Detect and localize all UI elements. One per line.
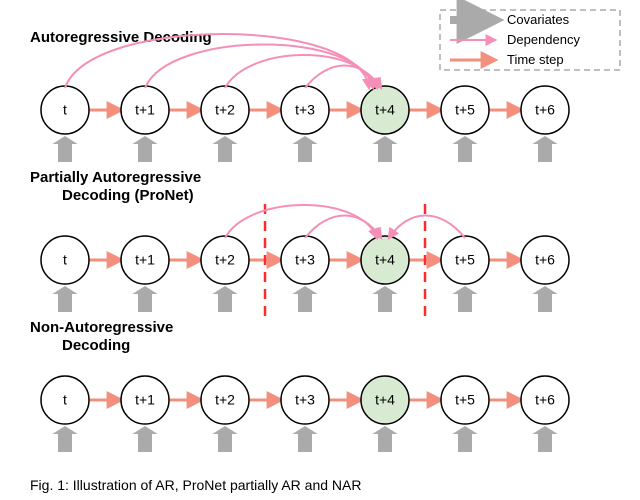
node-label: t+5	[455, 392, 475, 408]
covariate-arrow	[372, 136, 397, 162]
covariate-arrow	[532, 136, 557, 162]
covariate-arrow	[372, 286, 397, 312]
node-label: t	[63, 392, 67, 408]
diagram-canvas: Covariates Dependency Time step Autoregress…	[0, 0, 640, 500]
node-label: t+6	[535, 102, 555, 118]
node-label: t+5	[455, 252, 475, 268]
covariate-arrow	[212, 286, 237, 312]
covariate-arrow	[212, 136, 237, 162]
node-label: t+2	[215, 392, 235, 408]
legend-label: Covariates	[507, 12, 570, 27]
node-label: t+4	[375, 392, 395, 408]
covariate-arrow	[292, 136, 317, 162]
legend-label: Time step	[507, 52, 564, 67]
node-label: t+5	[455, 102, 475, 118]
covariate-arrow	[132, 286, 157, 312]
section-title-line2: Decoding (ProNet)	[62, 187, 194, 204]
node-label: t+6	[535, 252, 555, 268]
covariate-arrow	[532, 426, 557, 452]
covariate-arrow	[52, 426, 77, 452]
node-label: t+3	[295, 252, 315, 268]
node-label: t+4	[375, 252, 395, 268]
node-label: t	[63, 252, 67, 268]
covariate-arrow	[372, 426, 397, 452]
section-title-line2: Decoding	[62, 337, 130, 354]
node-label: t+4	[375, 102, 395, 118]
dependency-arc	[389, 216, 465, 239]
node-label: t	[63, 102, 67, 118]
covariate-arrow	[52, 136, 77, 162]
covariate-arrow	[532, 286, 557, 312]
section-title: Autoregressive Decoding	[30, 29, 212, 46]
covariate-arrow	[132, 426, 157, 452]
covariate-arrow	[452, 426, 477, 452]
node-label: t+1	[135, 392, 155, 408]
covariate-arrow	[452, 136, 477, 162]
covariate-arrow	[212, 426, 237, 452]
node-label: t+1	[135, 252, 155, 268]
dependency-arc	[225, 55, 377, 88]
section-title: Partially Autoregressive	[30, 169, 201, 186]
covariate-arrow	[292, 426, 317, 452]
covariate-arrow	[132, 136, 157, 162]
node-label: t+2	[215, 102, 235, 118]
node-label: t+3	[295, 392, 315, 408]
covariate-arrow	[452, 286, 477, 312]
node-label: t+6	[535, 392, 555, 408]
legend-label: Dependency	[507, 32, 580, 47]
covariate-arrow	[292, 286, 317, 312]
covariate-arrow	[52, 286, 77, 312]
node-label: t+2	[215, 252, 235, 268]
node-label: t+1	[135, 102, 155, 118]
node-label: t+3	[295, 102, 315, 118]
section-title: Non-Autoregressive	[30, 319, 173, 336]
dependency-arc	[225, 205, 377, 238]
figure-caption: Fig. 1: Illustration of AR, ProNet parti…	[30, 477, 361, 493]
